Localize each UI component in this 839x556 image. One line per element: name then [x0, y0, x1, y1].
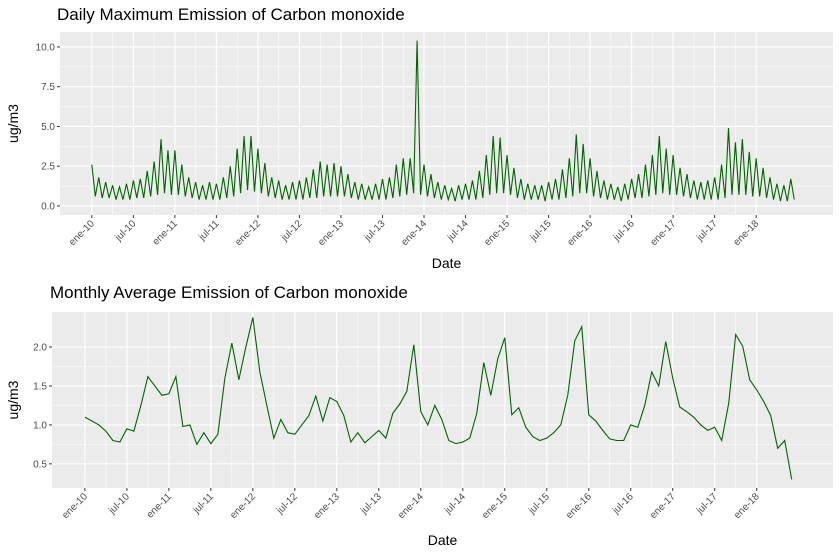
- x-tick-label: jul-16: [611, 218, 637, 244]
- x-tick-label: ene-16: [565, 218, 595, 248]
- x-tick-label: jul-10: [113, 218, 139, 244]
- x-tick-label: ene-10: [67, 218, 97, 248]
- x-tick-label: jul-12: [279, 218, 305, 244]
- x-tick-label: jul-14: [445, 218, 471, 244]
- x-tick-label: ene-11: [145, 491, 175, 521]
- x-tick-label: ene-12: [228, 491, 258, 521]
- panel-background: [52, 312, 833, 488]
- x-axis-title: Date: [428, 532, 458, 548]
- x-tick-label: jul-11: [196, 218, 222, 244]
- panel-background: [60, 32, 833, 215]
- x-tick-label: ene-10: [60, 491, 90, 521]
- x-tick-label: jul-14: [442, 491, 468, 517]
- x-tick-label: jul-17: [694, 491, 720, 517]
- x-tick-label: jul-10: [106, 491, 132, 517]
- chart-title: Monthly Average Emission of Carbon monox…: [50, 283, 408, 302]
- data-line: [91, 40, 795, 202]
- x-tick-label: ene-13: [312, 491, 342, 521]
- x-tick-label: jul-15: [528, 218, 554, 244]
- x-tick-label: ene-18: [732, 491, 762, 521]
- x-tick-label: ene-17: [648, 491, 678, 521]
- x-tick-label: ene-18: [732, 218, 762, 248]
- x-tick-label: jul-11: [191, 491, 217, 517]
- data-line: [84, 317, 793, 480]
- y-axis-title: ug/m3: [5, 104, 21, 143]
- y-tick-label: 1.5: [33, 381, 47, 392]
- x-tick-label: jul-15: [526, 491, 552, 517]
- x-tick-label: ene-14: [396, 491, 426, 521]
- y-tick-label: 1.0: [33, 420, 47, 431]
- x-tick-label: jul-13: [362, 218, 388, 244]
- y-axis-title: ug/m3: [5, 380, 21, 419]
- y-tick-label: 10.0: [36, 42, 56, 53]
- x-tick-label: ene-15: [480, 491, 510, 521]
- y-tick-label: 7.5: [41, 82, 55, 93]
- y-tick-label: 0.0: [41, 201, 55, 212]
- y-tick-label: 0.5: [33, 459, 47, 470]
- x-tick-label: jul-12: [274, 491, 300, 517]
- x-tick-label: ene-15: [482, 218, 512, 248]
- x-tick-label: ene-14: [399, 218, 429, 248]
- chart-title: Daily Maximum Emission of Carbon monoxid…: [57, 5, 405, 24]
- x-tick-label: jul-13: [358, 491, 384, 517]
- x-tick-label: jul-17: [694, 218, 720, 244]
- x-tick-label: ene-16: [564, 491, 594, 521]
- x-tick-label: ene-12: [233, 218, 263, 248]
- x-tick-label: ene-11: [151, 218, 181, 248]
- x-tick-label: ene-17: [648, 218, 678, 248]
- x-axis-title: Date: [432, 255, 462, 271]
- x-tick-label: ene-13: [316, 218, 346, 248]
- y-tick-label: 2.0: [33, 343, 47, 354]
- y-tick-label: 5.0: [41, 122, 55, 133]
- y-tick-label: 2.5: [41, 162, 55, 173]
- x-tick-label: jul-16: [610, 491, 636, 517]
